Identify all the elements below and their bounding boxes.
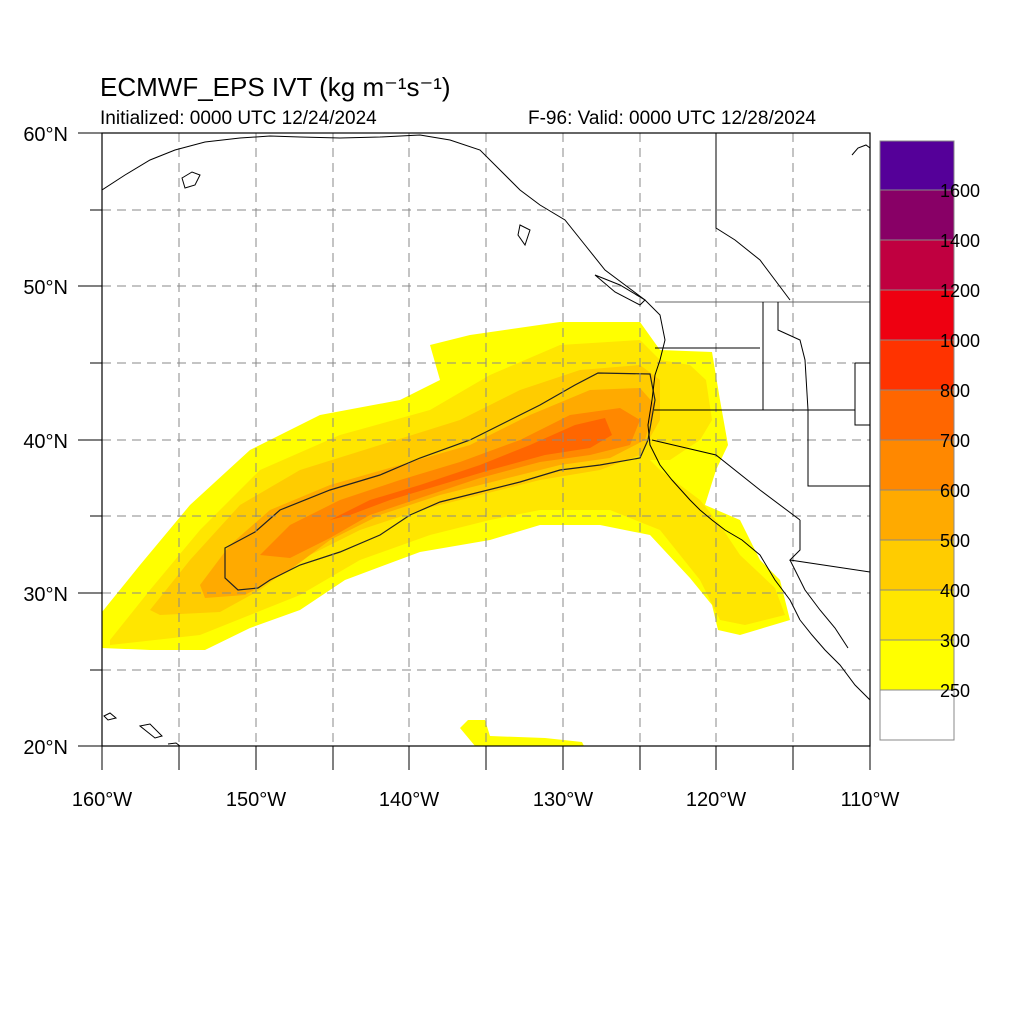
lon-label: 130°W — [533, 789, 593, 811]
colorbar-label: 1000 — [940, 331, 980, 351]
ivt-700-region — [330, 418, 612, 520]
lat-label: 60°N — [23, 124, 68, 146]
lat-label: 20°N — [23, 737, 68, 759]
colorbar-label: 1400 — [940, 231, 980, 251]
colorbar-swatch — [879, 140, 955, 191]
lon-label: 140°W — [379, 789, 439, 811]
coastlines — [102, 134, 870, 746]
lon-labels: 160°W 150°W 140°W 130°W 120°W 110°W — [72, 789, 900, 811]
lat-label: 40°N — [23, 431, 68, 453]
map-title: ECMWF_EPS IVT (kg m⁻¹s⁻¹) — [100, 72, 451, 102]
colorbar-label: 500 — [940, 531, 970, 551]
colorbar-swatch — [879, 589, 955, 641]
lon-label: 150°W — [226, 789, 286, 811]
colorbar-label: 800 — [940, 381, 970, 401]
colorbar-label: 1600 — [940, 181, 980, 201]
colorbar-label: 300 — [940, 631, 970, 651]
colorbar: 250 300 400 500 600 700 800 1000 1200 14… — [879, 140, 980, 741]
lat-lon-grid — [102, 133, 870, 746]
colorbar-swatch — [879, 289, 955, 341]
lon-label: 120°W — [686, 789, 746, 811]
ivt-shading — [102, 322, 790, 746]
lat-labels: 20°N 30°N 40°N 50°N 60°N — [23, 124, 68, 759]
colorbar-label: 1200 — [940, 281, 980, 301]
colorbar-swatch — [879, 239, 955, 291]
colorbar-label: 600 — [940, 481, 970, 501]
colorbar-swatch — [879, 539, 955, 591]
political-boundaries — [651, 133, 870, 573]
colorbar-label: 700 — [940, 431, 970, 451]
axis-ticks — [78, 132, 871, 770]
lon-label: 160°W — [72, 789, 132, 811]
colorbar-swatch — [879, 389, 955, 441]
colorbar-label: 400 — [940, 581, 970, 601]
lon-label: 110°W — [841, 789, 900, 811]
valid-time: F-96: Valid: 0000 UTC 12/28/2024 — [528, 108, 816, 129]
lat-label: 30°N — [23, 584, 68, 606]
colorbar-label: 250 — [940, 681, 970, 701]
lat-label: 50°N — [23, 277, 68, 299]
initialized-time: Initialized: 0000 UTC 12/24/2024 — [100, 108, 377, 129]
ivt-250-patch — [460, 720, 584, 746]
ivt-contour — [224, 372, 656, 591]
